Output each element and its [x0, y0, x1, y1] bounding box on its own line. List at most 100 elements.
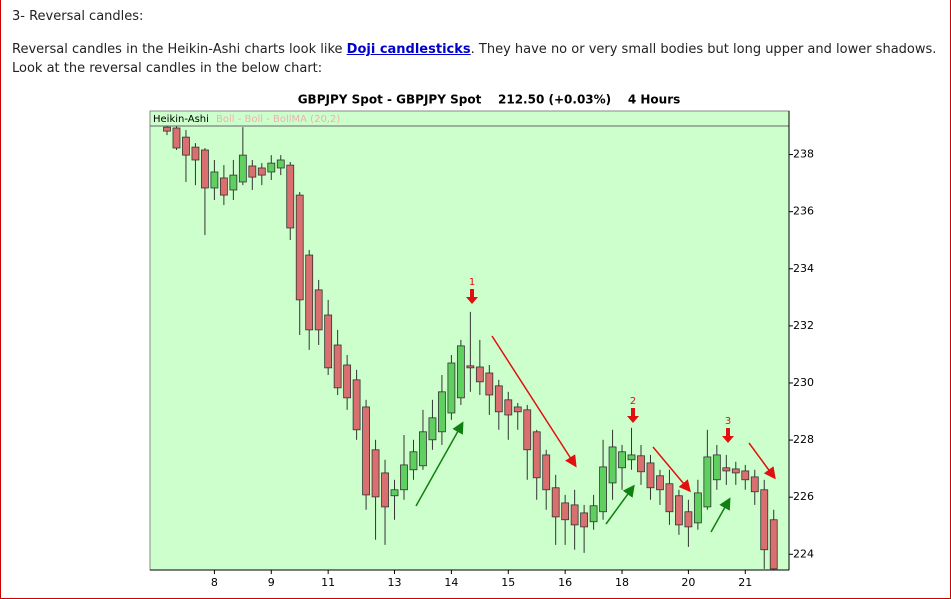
candle-body: [551, 487, 560, 518]
candle-body: [314, 289, 323, 331]
link[interactable]: Doji candlesticks: [346, 42, 471, 57]
x-tick-label: 14: [444, 576, 458, 589]
candle-body: [438, 391, 446, 433]
candle-body: [362, 406, 370, 496]
annotation-arrow: [722, 428, 734, 443]
trend-arrow: [710, 497, 731, 533]
candle-body: [343, 364, 352, 399]
candle-body: [618, 451, 626, 469]
annotation-arrow: [466, 289, 478, 304]
candle-body: [305, 254, 314, 331]
candle-body: [201, 149, 209, 189]
candle-body: [513, 406, 522, 413]
candle-body: [599, 466, 607, 513]
heading: 3- Reversal candles:: [12, 9, 144, 24]
x-tick-label: 8: [211, 576, 218, 589]
chart-title: GBPJPY Spot - GBPJPY Spot 212.50 (+0.03%…: [298, 93, 681, 107]
candle-body: [532, 431, 541, 479]
candle-body: [248, 165, 257, 178]
candle-body: [703, 456, 712, 508]
candle-body: [684, 511, 693, 528]
candle-body: [390, 489, 399, 497]
candle-body: [712, 454, 721, 481]
y-tick-label: 232: [793, 319, 814, 332]
candle-body: [665, 483, 674, 513]
x-tick-label: 20: [681, 576, 695, 589]
candle-body: [371, 449, 380, 498]
candle-body: [741, 470, 750, 481]
y-tick-label: 238: [793, 148, 814, 161]
candle-body: [400, 464, 408, 491]
candle-body: [675, 495, 683, 526]
candle-body: [627, 454, 636, 461]
x-tick-label: 13: [388, 576, 402, 589]
x-tick-label: 9: [268, 576, 275, 589]
x-tick-label: 11: [321, 576, 335, 589]
candle-body: [182, 136, 190, 156]
trend-arrow: [415, 421, 464, 507]
indicator-label: Boll - Boll - BollMA (20,2): [216, 114, 340, 125]
candle-body: [693, 492, 702, 524]
candle-body: [523, 409, 532, 451]
annotation-arrow: [627, 408, 639, 423]
text: Reversal candles in the Heikin-Ashi char…: [12, 42, 347, 57]
candle-body: [456, 345, 465, 399]
candle-body: [219, 177, 228, 196]
candle-body: [267, 162, 276, 173]
candle-body: [494, 385, 503, 413]
candle-body: [238, 154, 247, 183]
candle-body: [608, 446, 617, 484]
candle-body: [570, 504, 579, 526]
candle-body: [381, 472, 389, 508]
y-tick-label: 230: [793, 376, 814, 389]
candle-body: [504, 399, 513, 416]
candle-body: [286, 164, 295, 229]
candle-body: [276, 159, 285, 169]
y-tick-label: 228: [793, 433, 814, 446]
candle-body: [419, 431, 427, 467]
candle-body: [172, 127, 181, 149]
paragraph: Reversal candles in the Heikin-Ashi char…: [12, 40, 948, 78]
candle-body: [191, 146, 200, 161]
y-tick-label: 236: [793, 205, 814, 218]
candle-body: [466, 365, 475, 369]
x-tick-label: 16: [558, 576, 572, 589]
text: . They have no or very small bodies but …: [12, 42, 937, 76]
y-tick-label: 234: [793, 262, 814, 275]
x-tick-label: 18: [615, 576, 629, 589]
annotation: 1: [469, 277, 475, 288]
candle-body: [637, 455, 645, 473]
plot-area: [149, 110, 790, 571]
candle-body: [229, 174, 238, 191]
candle-body: [324, 314, 333, 369]
candles: [163, 126, 778, 570]
candle-body: [561, 502, 570, 521]
candle-body: [295, 194, 304, 301]
candle-body: [589, 505, 598, 523]
candle-body: [769, 519, 778, 570]
trend-arrow: [605, 484, 635, 525]
candle-body: [257, 167, 266, 176]
candle-body: [333, 344, 342, 389]
trend-arrows: [415, 335, 776, 533]
x-tick-label: 21: [738, 576, 752, 589]
candle-body: [656, 475, 664, 491]
candle-body: [731, 468, 740, 474]
annotation: 2: [630, 396, 636, 407]
candle-body: [163, 126, 171, 132]
y-tick-label: 226: [793, 490, 814, 503]
candle-body: [447, 362, 456, 414]
candle-body: [542, 454, 551, 491]
candle-body: [646, 462, 655, 489]
candle-body: [750, 476, 759, 493]
trend-arrow: [748, 442, 776, 480]
candle-body: [352, 379, 361, 431]
annotation: 3: [725, 416, 731, 427]
trend-arrow: [491, 335, 577, 468]
candle-body: [475, 366, 484, 383]
candle-body: [428, 417, 437, 441]
candle-body: [760, 489, 769, 551]
x-tick-label: 15: [501, 576, 515, 589]
